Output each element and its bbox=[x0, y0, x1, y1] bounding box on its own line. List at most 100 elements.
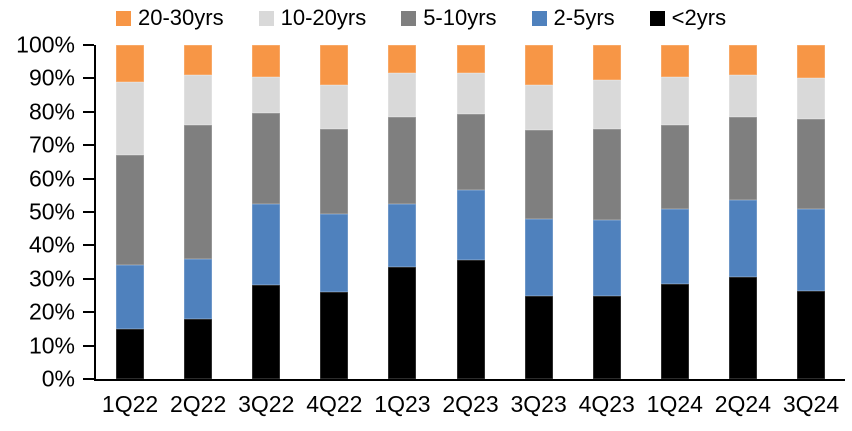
bar-segment-2-5yrs bbox=[184, 258, 213, 319]
x-tick-label: 1Q22 bbox=[101, 391, 159, 417]
bar-3q24 bbox=[796, 45, 825, 379]
bar-segment-5-10yrs bbox=[116, 155, 145, 266]
y-tick-label: 30% bbox=[28, 265, 75, 292]
y-tick-label: 20% bbox=[28, 298, 75, 325]
y-tick-mark bbox=[83, 77, 94, 80]
bar-segment-2yrs bbox=[728, 277, 757, 379]
bar-segment-5-10yrs bbox=[660, 125, 689, 209]
legend-swatch-icon bbox=[401, 10, 417, 26]
plot-area bbox=[83, 44, 845, 381]
y-tick-mark bbox=[83, 44, 94, 46]
bar-segment-10-20yrs bbox=[660, 76, 689, 126]
bar-1q22 bbox=[116, 45, 145, 379]
bar-segment-10-20yrs bbox=[796, 78, 825, 119]
bar-slot-1q22 bbox=[96, 45, 164, 379]
x-tick-label: 3Q23 bbox=[510, 391, 567, 417]
legend: 20-30yrs 10-20yrs 5-10yrs 2-5yrs <2yrs bbox=[116, 2, 852, 34]
bar-slot-2q24 bbox=[709, 45, 777, 379]
bar-segment-20-30yrs bbox=[796, 45, 825, 79]
bar-slot-2q22 bbox=[164, 45, 232, 379]
bar-segment-10-20yrs bbox=[388, 73, 417, 117]
bar-segment-20-30yrs bbox=[524, 45, 553, 86]
bar-segment-2-5yrs bbox=[456, 190, 485, 261]
legend-label: 2-5yrs bbox=[553, 5, 615, 30]
bar-segment-2yrs bbox=[660, 283, 689, 379]
bar-segment-10-20yrs bbox=[184, 75, 213, 126]
bar-segment-5-10yrs bbox=[320, 128, 349, 214]
bar-segment-2yrs bbox=[524, 295, 553, 379]
bar-segment-2yrs bbox=[456, 260, 485, 379]
legend-swatch-icon bbox=[116, 10, 131, 26]
x-axis-labels: 1Q22 2Q22 3Q22 4Q22 1Q23 2Q23 3Q23 4Q23 1Q24 2Q24… bbox=[96, 391, 845, 417]
bar-segment-2yrs bbox=[388, 267, 417, 379]
y-tick-label: 90% bbox=[28, 64, 75, 91]
bar-segment-2-5yrs bbox=[524, 218, 553, 296]
bar-slot-4q22 bbox=[300, 45, 368, 379]
x-tick-label: 2Q24 bbox=[714, 391, 772, 417]
legend-item-2-5yrs: 2-5yrs bbox=[531, 5, 615, 30]
bar-segment-20-30yrs bbox=[456, 45, 485, 74]
bars bbox=[96, 45, 845, 379]
bar-slot-2q23 bbox=[436, 45, 504, 379]
bar-slot-3q24 bbox=[777, 45, 845, 379]
y-tick-label: 100% bbox=[16, 31, 75, 58]
legend-item-2yrs: <2yrs bbox=[649, 5, 727, 30]
bar-segment-2-5yrs bbox=[592, 220, 621, 296]
bar-slot-3q23 bbox=[505, 45, 573, 379]
bar-segment-10-20yrs bbox=[728, 75, 757, 117]
bar-slot-1q23 bbox=[368, 45, 436, 379]
bar-segment-2-5yrs bbox=[116, 265, 145, 329]
y-tick-mark bbox=[83, 177, 94, 180]
bar-segment-10-20yrs bbox=[116, 81, 145, 156]
x-tick-label: 4Q23 bbox=[578, 391, 635, 417]
bar-segment-2-5yrs bbox=[660, 208, 689, 284]
bar-segment-20-30yrs bbox=[728, 45, 757, 76]
bar-segment-10-20yrs bbox=[320, 85, 349, 129]
bar-segment-5-10yrs bbox=[592, 128, 621, 221]
y-tick-label: 0% bbox=[41, 365, 75, 392]
bar-3q22 bbox=[252, 45, 281, 379]
legend-item-20-30yrs: 20-30yrs bbox=[116, 7, 224, 29]
bar-segment-2-5yrs bbox=[252, 203, 281, 286]
bar-segment-20-30yrs bbox=[116, 45, 145, 82]
bar-segment-5-10yrs bbox=[184, 125, 213, 259]
y-tick-mark bbox=[83, 110, 94, 113]
y-tick-mark bbox=[83, 144, 94, 147]
bar-slot-4q23 bbox=[573, 45, 641, 379]
y-tick-mark bbox=[83, 211, 94, 213]
y-tick-label: 10% bbox=[28, 332, 75, 359]
x-tick-label: 4Q22 bbox=[306, 391, 363, 417]
bar-segment-2-5yrs bbox=[320, 213, 349, 293]
legend-item-5-10yrs: 5-10yrs bbox=[401, 5, 497, 30]
bar-segment-2-5yrs bbox=[728, 200, 757, 278]
y-tick-label: 40% bbox=[28, 231, 75, 258]
x-tick-label: 3Q24 bbox=[782, 391, 840, 417]
bar-segment-20-30yrs bbox=[184, 45, 213, 76]
bar-segment-10-20yrs bbox=[252, 76, 281, 114]
y-tick-mark bbox=[83, 378, 94, 380]
bar-segment-2yrs bbox=[796, 290, 825, 379]
bar-segment-20-30yrs bbox=[592, 45, 621, 81]
x-tick-label: 1Q24 bbox=[646, 391, 703, 417]
bar-segment-2yrs bbox=[592, 295, 621, 379]
legend-swatch-icon bbox=[531, 10, 547, 26]
legend-item-10-20yrs: 10-20yrs bbox=[258, 7, 366, 29]
bar-2q22 bbox=[184, 45, 213, 379]
legend-label: 5-10yrs bbox=[423, 5, 497, 30]
y-tick-mark bbox=[83, 344, 94, 347]
y-tick-label: 80% bbox=[28, 98, 75, 125]
bar-segment-10-20yrs bbox=[592, 80, 621, 129]
bar-slot-3q22 bbox=[232, 45, 300, 379]
bar-1q24 bbox=[660, 45, 689, 379]
y-tick-mark bbox=[83, 277, 94, 280]
bar-segment-2yrs bbox=[252, 285, 281, 379]
x-tick-label: 3Q22 bbox=[238, 391, 295, 417]
bar-segment-20-30yrs bbox=[320, 45, 349, 86]
legend-label: 20-30yrs bbox=[138, 5, 224, 30]
bar-segment-20-30yrs bbox=[252, 45, 281, 77]
bar-2q24 bbox=[728, 45, 757, 379]
x-tick-label: 1Q23 bbox=[374, 391, 431, 417]
legend-label: <2yrs bbox=[671, 5, 727, 30]
bar-segment-10-20yrs bbox=[524, 85, 553, 131]
